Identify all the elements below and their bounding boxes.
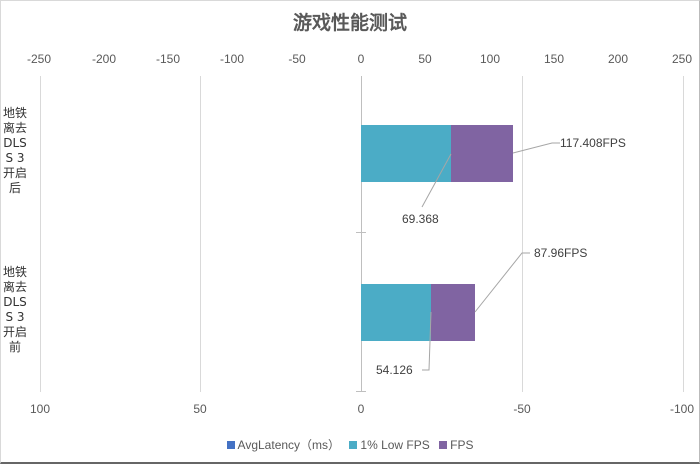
zero-axis-line xyxy=(361,76,362,392)
legend-swatch xyxy=(349,440,358,449)
bottom-axis-tick: -50 xyxy=(513,402,531,416)
top-axis-tick: -100 xyxy=(219,52,245,66)
top-axis-tick: 100 xyxy=(479,52,501,66)
category-label-before: 地铁 离去 DLS S 3 开启前 xyxy=(2,265,27,354)
bottom-axis-tick: 100 xyxy=(29,402,51,416)
top-axis-tick: 0 xyxy=(357,52,365,66)
gridline xyxy=(683,76,684,392)
data-label-before-fps: 87.96FPS xyxy=(534,246,588,260)
data-label-after-low: 69.368 xyxy=(402,212,439,226)
chart-title: 游戏性能测试 xyxy=(292,12,407,34)
top-axis-tick: -150 xyxy=(155,52,181,66)
gridline xyxy=(40,76,41,392)
bar-after-1pct-low[interactable] xyxy=(361,125,451,182)
category-tick xyxy=(356,391,366,392)
bar-after-fps[interactable] xyxy=(451,125,513,182)
bottom-axis-tick: 50 xyxy=(193,402,207,416)
legend-item-1pct-low[interactable]: 1% Low FPS xyxy=(349,438,430,452)
bottom-axis-tick: -100 xyxy=(669,402,695,416)
category-tick xyxy=(356,232,366,233)
top-axis-tick: -200 xyxy=(91,52,117,66)
gridline xyxy=(522,76,523,392)
top-axis-tick: 150 xyxy=(543,52,565,66)
top-axis-tick: 200 xyxy=(607,52,629,66)
top-axis-tick: -250 xyxy=(26,52,52,66)
legend-item-fps[interactable]: FPS xyxy=(439,438,473,452)
data-label-before-low: 54.126 xyxy=(376,363,413,377)
bar-before-1pct-low[interactable] xyxy=(361,284,431,341)
bar-before-fps[interactable] xyxy=(431,284,475,341)
gridline xyxy=(200,76,201,392)
legend-item-avglatency[interactable]: AvgLatency（ms） xyxy=(226,436,340,453)
top-axis-tick: 250 xyxy=(671,52,693,66)
data-label-after-fps: 117.408FPS xyxy=(560,136,626,150)
top-axis-tick: 50 xyxy=(418,52,432,66)
bottom-axis-tick: 0 xyxy=(357,402,365,416)
top-axis-tick: -50 xyxy=(288,52,306,66)
legend-swatch xyxy=(439,440,448,449)
legend-swatch xyxy=(226,440,235,449)
category-label-after: 地铁 离去 DLS S 3 开启后 xyxy=(2,106,27,195)
legend: AvgLatency（ms） 1% Low FPS FPS xyxy=(0,436,700,453)
